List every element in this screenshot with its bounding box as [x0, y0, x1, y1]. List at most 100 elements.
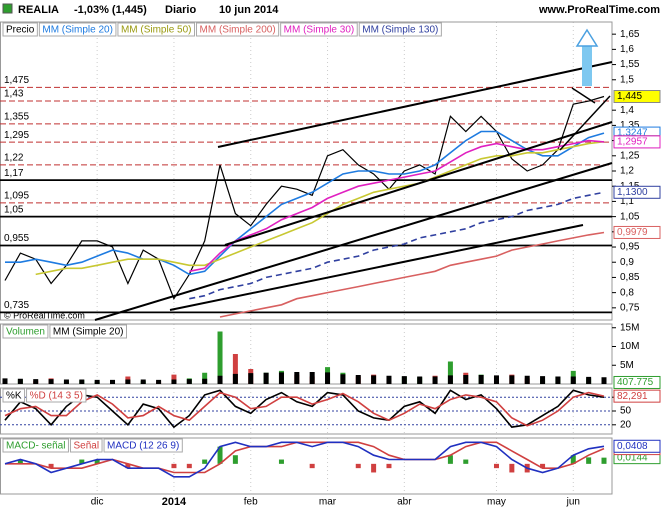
bar [463, 459, 469, 464]
bar [386, 375, 392, 384]
legend-label: MM (Simple 50) [121, 25, 192, 36]
value-label-box [613, 225, 661, 239]
x-tick-label: 2014 [162, 496, 187, 508]
y-tick-label: 5M [620, 360, 634, 371]
series-line [189, 191, 605, 300]
y-tick-label: 1,6 [620, 44, 634, 55]
bar [493, 463, 499, 469]
legend-label: Volumen [6, 327, 45, 338]
bar [202, 459, 208, 464]
bar [325, 372, 331, 384]
bar [232, 354, 238, 384]
bar [248, 373, 254, 384]
level-label: 1,43 [4, 89, 24, 100]
drawings [94, 28, 613, 321]
panel-frame [0, 437, 613, 495]
x-tick-label: abr [397, 497, 412, 508]
bar [524, 375, 530, 384]
bar [478, 375, 484, 384]
series-line [4, 441, 605, 478]
bar [263, 372, 269, 384]
bar [278, 459, 284, 464]
trend-line [559, 95, 611, 151]
trend-line [217, 61, 613, 148]
legend-box [103, 438, 183, 453]
bar [79, 459, 85, 464]
y-tick-label: 0,9 [620, 257, 634, 268]
bar [586, 457, 592, 464]
bar [386, 463, 392, 469]
legend-label: MACD- señal [6, 441, 65, 452]
y-tick-label: 0,95 [620, 242, 640, 253]
level-label: 1,355 [4, 112, 29, 123]
series-line [5, 130, 605, 276]
bar [493, 375, 499, 384]
bar [140, 379, 146, 384]
symbol: REALIA [18, 4, 59, 16]
legend-box [2, 438, 69, 453]
bar [570, 455, 576, 464]
bar [509, 375, 515, 384]
bar [217, 446, 223, 464]
value-label-box [613, 90, 661, 103]
value-label-box [613, 135, 661, 149]
bar [601, 457, 607, 464]
value-label-box [613, 185, 661, 199]
legend-label: Señal [73, 441, 99, 452]
value-label: 407.775 [617, 377, 654, 388]
trend-line [571, 87, 596, 104]
bar [17, 459, 23, 464]
y-tick-label: 50 [620, 406, 632, 417]
bar [371, 375, 377, 384]
bar [217, 375, 223, 384]
bar [555, 376, 561, 384]
bar [171, 374, 177, 384]
bar [94, 379, 100, 384]
legend-box [69, 438, 103, 453]
x-tick-label: feb [244, 497, 258, 508]
bar [371, 463, 377, 473]
y-tick-label: 1,2 [620, 166, 634, 177]
date: 10 jun 2014 [219, 4, 279, 16]
bar [309, 463, 315, 469]
legend-box [38, 22, 117, 37]
site: www.ProRealTime.com [538, 4, 660, 16]
level-label: 1,22 [4, 153, 24, 164]
legend-label: Precio [6, 25, 35, 36]
bar [2, 378, 8, 384]
level-label: 0,735 [4, 300, 29, 311]
y-tick-label: 1,35 [620, 120, 640, 131]
bar [156, 379, 162, 384]
bar [63, 379, 69, 384]
bar [278, 372, 284, 384]
series-line [4, 391, 605, 427]
bar [48, 379, 54, 384]
legend-label: %D (14 3 5) [30, 391, 83, 402]
x-tick-label: mar [319, 497, 337, 508]
bar [125, 463, 131, 469]
y-tick-label: 15M [620, 322, 639, 333]
arrow-shaft [582, 46, 592, 86]
y-tick-label: 20 [620, 419, 632, 430]
series-line [5, 441, 605, 474]
x-tick-label: jun [566, 497, 580, 508]
bar [17, 378, 23, 384]
level-label: 1,05 [4, 204, 24, 215]
legend-label: MACD (12 26 9) [107, 441, 179, 452]
bar [79, 379, 85, 384]
y-tick-label: 1,5 [620, 74, 634, 85]
bar [171, 379, 177, 384]
trend-line [169, 224, 584, 311]
x-tick-label: may [487, 497, 506, 508]
series-line [189, 139, 605, 273]
value-label: 0,0144 [617, 452, 648, 463]
level-label: 1,095 [4, 191, 29, 202]
bar [33, 379, 39, 384]
bar [309, 372, 315, 384]
bar [540, 376, 546, 384]
y-tick-label: 1,4 [620, 105, 634, 116]
level-label: 1,475 [4, 75, 29, 86]
legend-box [117, 22, 196, 37]
level-label: 1,17 [4, 168, 24, 179]
